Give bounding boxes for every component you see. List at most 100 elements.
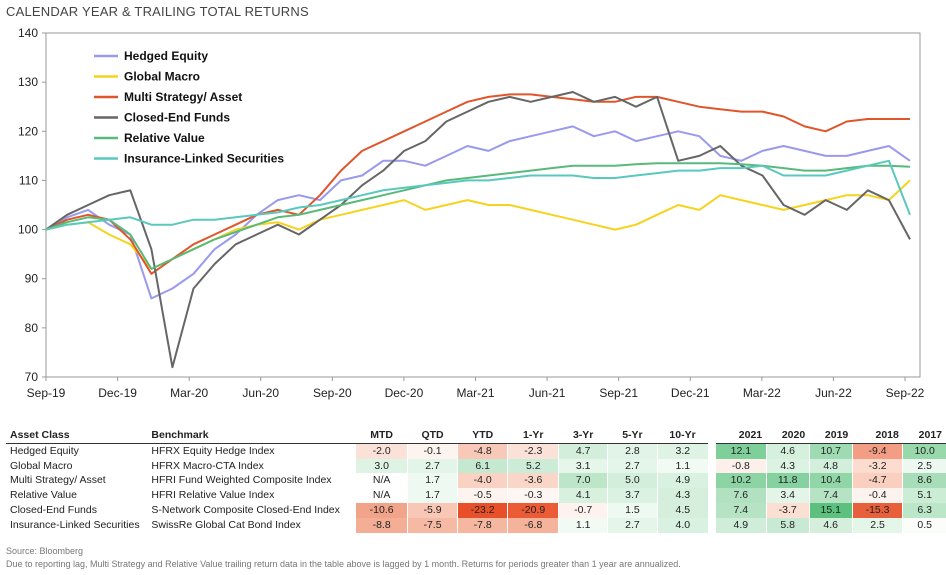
return-cell: 3.7 [607,488,658,503]
return-cell: N/A [355,473,408,489]
series-line-6 [45,159,911,231]
footnote: Due to reporting lag, Multi Strategy and… [6,559,681,569]
return-cell: -20.9 [507,502,559,518]
return-cell: -0.7 [558,502,608,518]
return-cell: 2.7 [407,458,458,474]
returns-table: Asset Class Benchmark MTD QTD YTD 1-Yr 3-Yr 5-Y… [6,428,946,533]
return-cell: -23.2 [456,502,508,518]
table-header-cell: Asset Class [6,428,148,444]
return-cell: 8.6 [902,473,946,489]
table-header-cell: 2017 [902,428,946,444]
return-cell: 15.1 [808,502,853,518]
return-cell: -2.3 [507,443,559,459]
x-tick-label: Jun-21 [529,386,566,400]
return-cell: 7.0 [558,473,608,489]
benchmark-cell: HFRX Equity Hedge Index [151,444,275,457]
return-cell: 4.0 [656,517,713,533]
return-cell: 6.3 [902,502,946,518]
legend-label: Global Macro [124,70,200,84]
y-tick-label: 120 [18,124,38,138]
series-line-1 [45,125,911,300]
return-cell: 4.3 [765,458,810,474]
return-cell: -0.5 [456,488,508,503]
line-chart: 70 80 90 100 110 120 130 140 Sep-19 Dec-19 Mar-20 J… [18,26,925,400]
return-cell: -7.5 [407,517,458,533]
table-header-cell: 10-Yr [657,428,713,444]
table-header-cell: 2020 [766,428,810,444]
table-header-row: Asset Class Benchmark MTD QTD YTD 1-Yr 3-Yr 5-Y… [6,428,946,444]
table-row: Closed-End Funds S-Network Composite Clos… [6,502,946,518]
return-cell: -4.8 [456,443,508,459]
x-tick-label: Mar-20 [170,386,208,400]
asset-class-cell: Global Macro [10,459,73,472]
table-row: Relative Value HFRI Relative Value Index N… [6,488,946,503]
return-cell: 5.1 [902,488,946,503]
return-cell: -9.4 [851,443,903,459]
benchmark-cell: S-Network Composite Closed-End Index [151,503,340,516]
return-cell: 5.8 [765,517,810,533]
table-header-cell: Benchmark [147,428,356,444]
x-tick-label: Jun-22 [815,386,852,400]
y-tick-label: 80 [25,321,39,335]
return-cell: 3.2 [656,443,713,459]
return-cell: -8.8 [355,517,408,533]
return-cell: 2.5 [851,517,903,533]
return-cell: 1.1 [656,458,713,474]
return-cell: 7.4 [808,488,853,503]
y-tick-label: 70 [25,370,39,384]
return-cell: 11.8 [765,473,810,489]
table-header-cell: YTD [457,428,508,444]
x-tick-label: Jun-20 [242,386,279,400]
return-cell: -5.9 [407,502,458,518]
return-cell: -6.8 [507,517,559,533]
x-tick-label: Sep-22 [886,386,925,400]
return-cell: 4.9 [708,517,767,533]
return-cell: 2.5 [902,458,946,474]
asset-class-cell: Hedged Equity [10,444,79,457]
asset-class-cell: Relative Value [10,489,77,502]
return-cell: 10.2 [708,473,767,489]
return-cell: 0.5 [902,517,946,533]
asset-class-cell: Insurance-Linked Securities [10,518,140,531]
return-cell: 1.7 [407,488,458,503]
return-cell: -3.2 [851,458,903,474]
return-cell: 4.8 [808,458,853,474]
table-header-cell: MTD [355,428,408,444]
table-header-cell: 2021 [708,428,767,444]
return-cell: 4.1 [558,488,608,503]
x-tick-label: Sep-19 [27,386,66,400]
return-cell: 10.7 [808,443,853,459]
table-row: Multi Strategy/ Asset HFRI Fund Weighted … [6,473,946,489]
return-cell: 3.0 [355,458,408,474]
x-tick-label: Dec-19 [98,386,137,400]
y-tick-label: 140 [18,26,38,40]
return-cell: 7.4 [708,502,767,518]
table-row: Insurance-Linked Securities SwissRe Globa… [6,517,946,533]
return-cell: -0.4 [851,488,903,503]
series-line-4 [45,91,911,369]
return-cell: 1.1 [558,517,608,533]
y-tick-label: 110 [19,173,38,187]
series-line-5 [45,162,911,270]
table-header-cell: 2018 [852,428,903,444]
return-cell: -4.0 [456,473,508,489]
return-cell: 2.7 [607,517,658,533]
return-cell: 3.4 [765,488,810,503]
return-cell: -2.0 [355,443,408,459]
benchmark-cell: SwissRe Global Cat Bond Index [151,518,301,531]
asset-class-cell: Closed-End Funds [10,503,97,516]
return-cell: 4.5 [656,502,713,518]
return-cell: 2.8 [607,443,658,459]
x-tick-label: Sep-20 [313,386,352,400]
y-tick-label: 130 [18,75,38,89]
x-tick-label: Mar-22 [743,386,781,400]
return-cell: 10.0 [902,443,946,459]
chart-title: CALENDAR YEAR & TRAILING TOTAL RETURNS [6,4,309,19]
return-cell: N/A [355,488,408,503]
benchmark-cell: HFRI Fund Weighted Composite Index [151,474,332,487]
return-cell: 1.7 [407,473,458,489]
return-cell: -0.1 [407,443,458,459]
return-cell: 4.6 [808,517,853,533]
x-tick-label: Dec-21 [671,386,710,400]
y-tick-label: 90 [25,272,39,286]
